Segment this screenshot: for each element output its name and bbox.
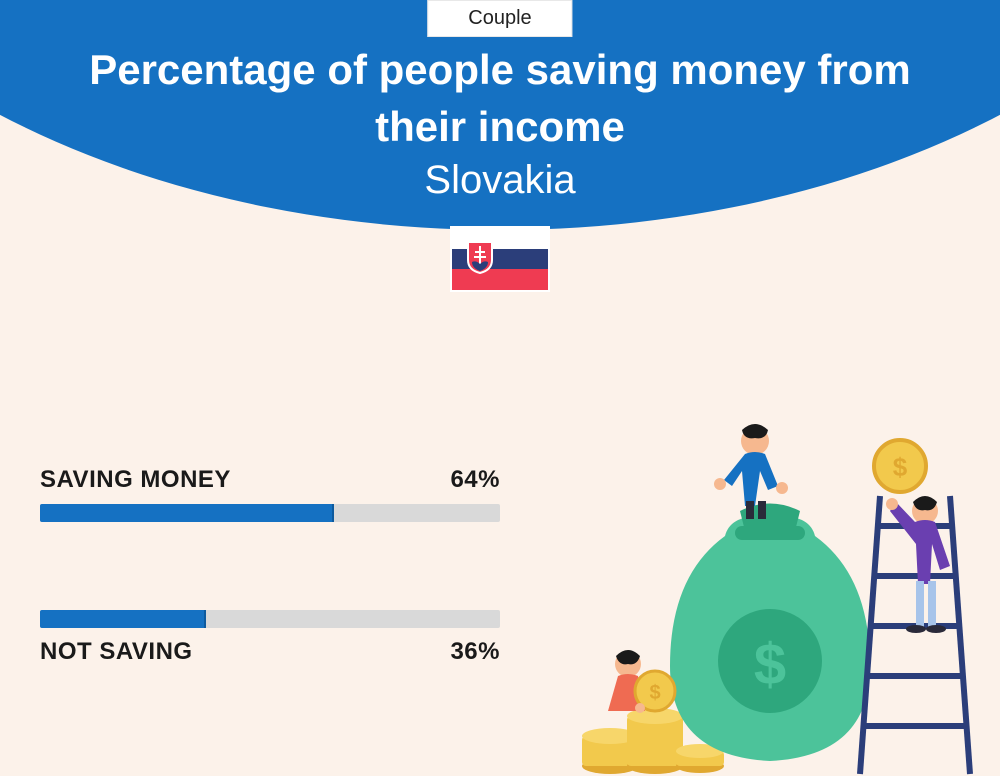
bar-track xyxy=(40,504,500,522)
flag-shield-icon xyxy=(466,240,494,274)
svg-text:$: $ xyxy=(649,682,660,704)
bar-fill xyxy=(40,504,334,522)
page-title: Percentage of people saving money from t… xyxy=(0,42,1000,155)
bar-not-saving: NOT SAVING 36% xyxy=(40,610,500,666)
person-sitting-icon: $ xyxy=(608,650,675,713)
bar-fill xyxy=(40,610,206,628)
country-label: Slovakia xyxy=(0,158,1000,203)
tab-couple[interactable]: Couple xyxy=(427,0,572,37)
savings-illustration: $ $ $ xyxy=(560,416,980,776)
bar-label: SAVING MONEY xyxy=(40,466,231,494)
bar-value: 64% xyxy=(450,466,500,494)
svg-text:$: $ xyxy=(754,632,786,697)
bar-saving-money: SAVING MONEY 64% xyxy=(40,466,500,522)
bar-value: 36% xyxy=(450,638,500,666)
svg-text:$: $ xyxy=(893,452,908,482)
bars-container: SAVING MONEY 64% NOT SAVING 36% xyxy=(40,466,500,754)
slovakia-flag xyxy=(450,226,550,292)
bar-track xyxy=(40,610,500,628)
person-ladder-icon: $ xyxy=(874,440,950,633)
money-bag-icon: $ xyxy=(670,504,870,762)
bar-label: NOT SAVING xyxy=(40,638,193,666)
